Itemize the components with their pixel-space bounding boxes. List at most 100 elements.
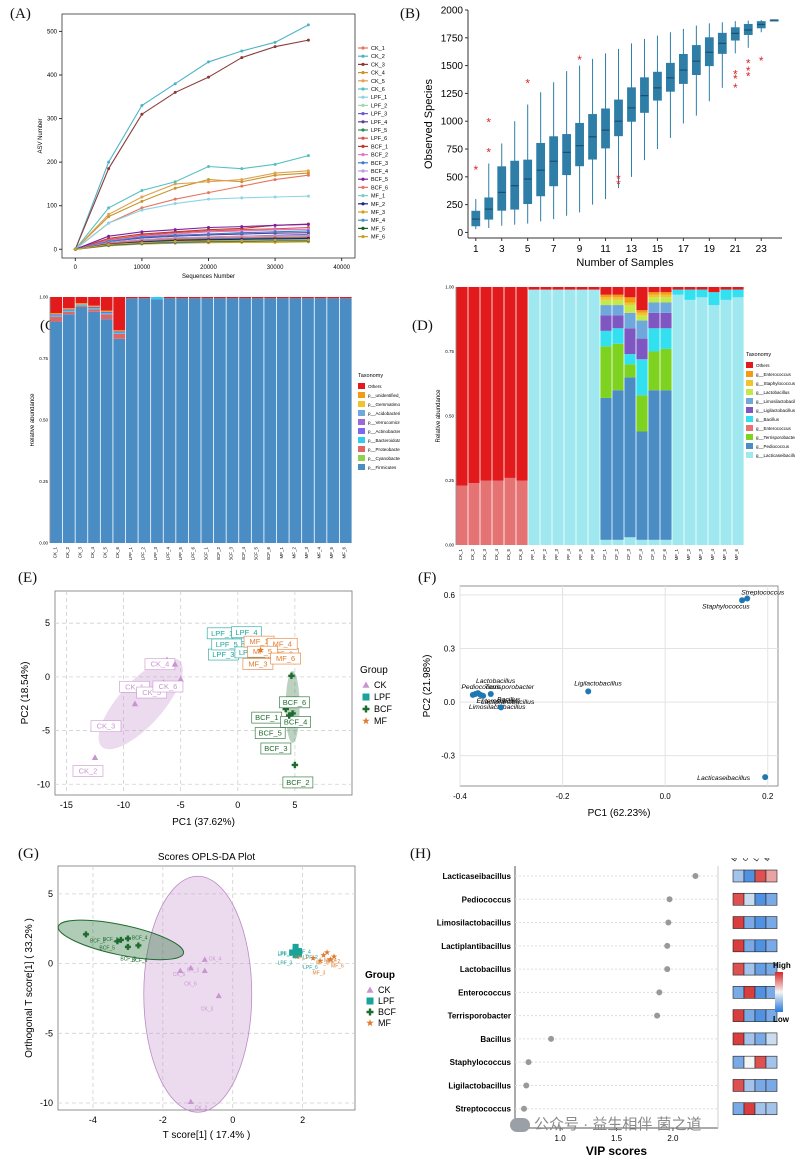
y-tick-label: 1750: [441, 33, 464, 44]
sample-point: [288, 672, 295, 680]
sample-label: MF_3: [313, 970, 326, 976]
data-point: [173, 186, 177, 190]
stacked-bar-segment: [648, 292, 660, 295]
legend-label: LPF: [378, 996, 395, 1006]
x-tick-label: 5: [292, 800, 297, 810]
data-point: [107, 221, 111, 225]
heatmap-cell: [732, 986, 745, 999]
sample-label: BCF_2: [90, 938, 106, 944]
y-tick-label: 0.50: [445, 414, 454, 419]
data-point: [240, 56, 244, 60]
legend-swatch: [358, 401, 365, 407]
data-point: [207, 178, 210, 182]
y-axis-label: Observed Species: [423, 79, 435, 169]
stacked-bar-segment: [264, 297, 277, 299]
data-point: [73, 247, 77, 251]
stacked-bar-segment: [552, 287, 564, 290]
legend-label: MF_6: [371, 235, 385, 241]
y-tick-label: 0.75: [445, 349, 454, 354]
legend-label: LPF_3: [371, 112, 387, 118]
y-tick-label: 1.00: [39, 295, 48, 300]
heatmap-cell: [754, 986, 767, 999]
stacked-bar-segment: [468, 483, 480, 545]
stacked-bar-segment: [552, 289, 564, 545]
series-line: [74, 155, 309, 250]
sample-label-box: [254, 727, 286, 739]
x-tick-label: CK_4: [90, 547, 95, 559]
panel-label-e: (E): [18, 570, 38, 586]
series-line: [74, 170, 309, 250]
data-point: [140, 230, 144, 234]
heatmap-cell: [743, 916, 756, 929]
data-point: [240, 178, 244, 182]
sample-point: [177, 675, 184, 682]
x-tick-label: BCF_5: [650, 549, 655, 560]
data-point: [107, 206, 111, 210]
y-tick-label: 0.3: [444, 645, 456, 654]
stacked-bar-segment: [636, 431, 648, 540]
stacked-bar-segment: [62, 311, 75, 315]
sample-label: MF_1: [249, 637, 268, 646]
series-line: [75, 223, 309, 250]
data-point: [240, 184, 244, 188]
heatmap-cell: [754, 869, 767, 883]
x-tick-label: 1: [473, 244, 479, 255]
stacked-bar-segment: [480, 287, 492, 481]
data-point: [140, 195, 144, 199]
sample-point: [316, 957, 324, 964]
vip-point: [664, 966, 671, 973]
stacked-bar-segment: [50, 297, 63, 313]
sample-point: [124, 943, 131, 950]
stacked-bar-segment: [672, 287, 684, 290]
heatmap-cell: [754, 1009, 767, 1022]
stacked-bar-segment: [264, 298, 277, 543]
sample-label: MF_3: [248, 659, 267, 668]
data-point: [207, 230, 210, 234]
chart-title: Scores OPLS-DA Plot: [158, 852, 255, 863]
legend-swatch: [358, 428, 365, 434]
outlier-marker: *: [473, 163, 478, 177]
data-point: [306, 154, 310, 158]
stacked-bar-segment: [327, 297, 340, 299]
sample-label: MF_6: [276, 654, 295, 663]
x-axis-label: VIP scores: [586, 1144, 647, 1157]
heatmap-cell: [754, 1102, 767, 1116]
data-point: [306, 238, 310, 242]
stacked-bar-segment: [289, 297, 302, 299]
stacked-bar-segment: [213, 297, 226, 299]
data-point: [140, 199, 144, 203]
heatmap-cell: [754, 962, 767, 976]
x-tick-label: BCF_6: [266, 547, 271, 560]
stacked-bar-segment: [600, 305, 612, 316]
x-tick-label: MF_2: [686, 549, 691, 560]
heatmap-cell: [765, 892, 778, 906]
stacked-bar-segment: [504, 477, 516, 545]
stacked-bar-segment: [163, 298, 176, 543]
heatmap-cell: [732, 869, 745, 883]
genus-label: Lactobacillus: [476, 678, 516, 685]
stacked-bar-segment: [576, 287, 588, 290]
legend-marker: [361, 103, 365, 107]
data-point: [207, 75, 210, 79]
legend-marker: [361, 218, 365, 222]
stacked-bar-segment: [188, 298, 201, 543]
series-line: [74, 172, 309, 250]
y-tick-label: 750: [446, 145, 463, 156]
data-point: [240, 180, 244, 184]
heatmap-cell: [765, 1102, 778, 1116]
stacked-bar-segment: [624, 537, 636, 545]
heatmap-cell: [743, 1032, 756, 1046]
x-tick-label: BCF_1: [203, 547, 208, 560]
stacked-bar-segment: [648, 539, 660, 545]
x-tick-label: MF_6: [342, 547, 347, 559]
stacked-bar-segment: [125, 297, 138, 299]
sample-label: LPF_3: [278, 961, 293, 967]
stacked-bar-segment: [636, 359, 648, 396]
stacked-bar-segment: [660, 297, 672, 303]
sample-point: [257, 646, 264, 653]
scale-high-label: High: [773, 961, 791, 970]
x-tick-label: -0.2: [556, 792, 570, 801]
genus-label: Lactiplantibacillus: [481, 699, 535, 706]
genus-point: [498, 704, 505, 711]
stacked-bar-segment: [660, 302, 672, 313]
